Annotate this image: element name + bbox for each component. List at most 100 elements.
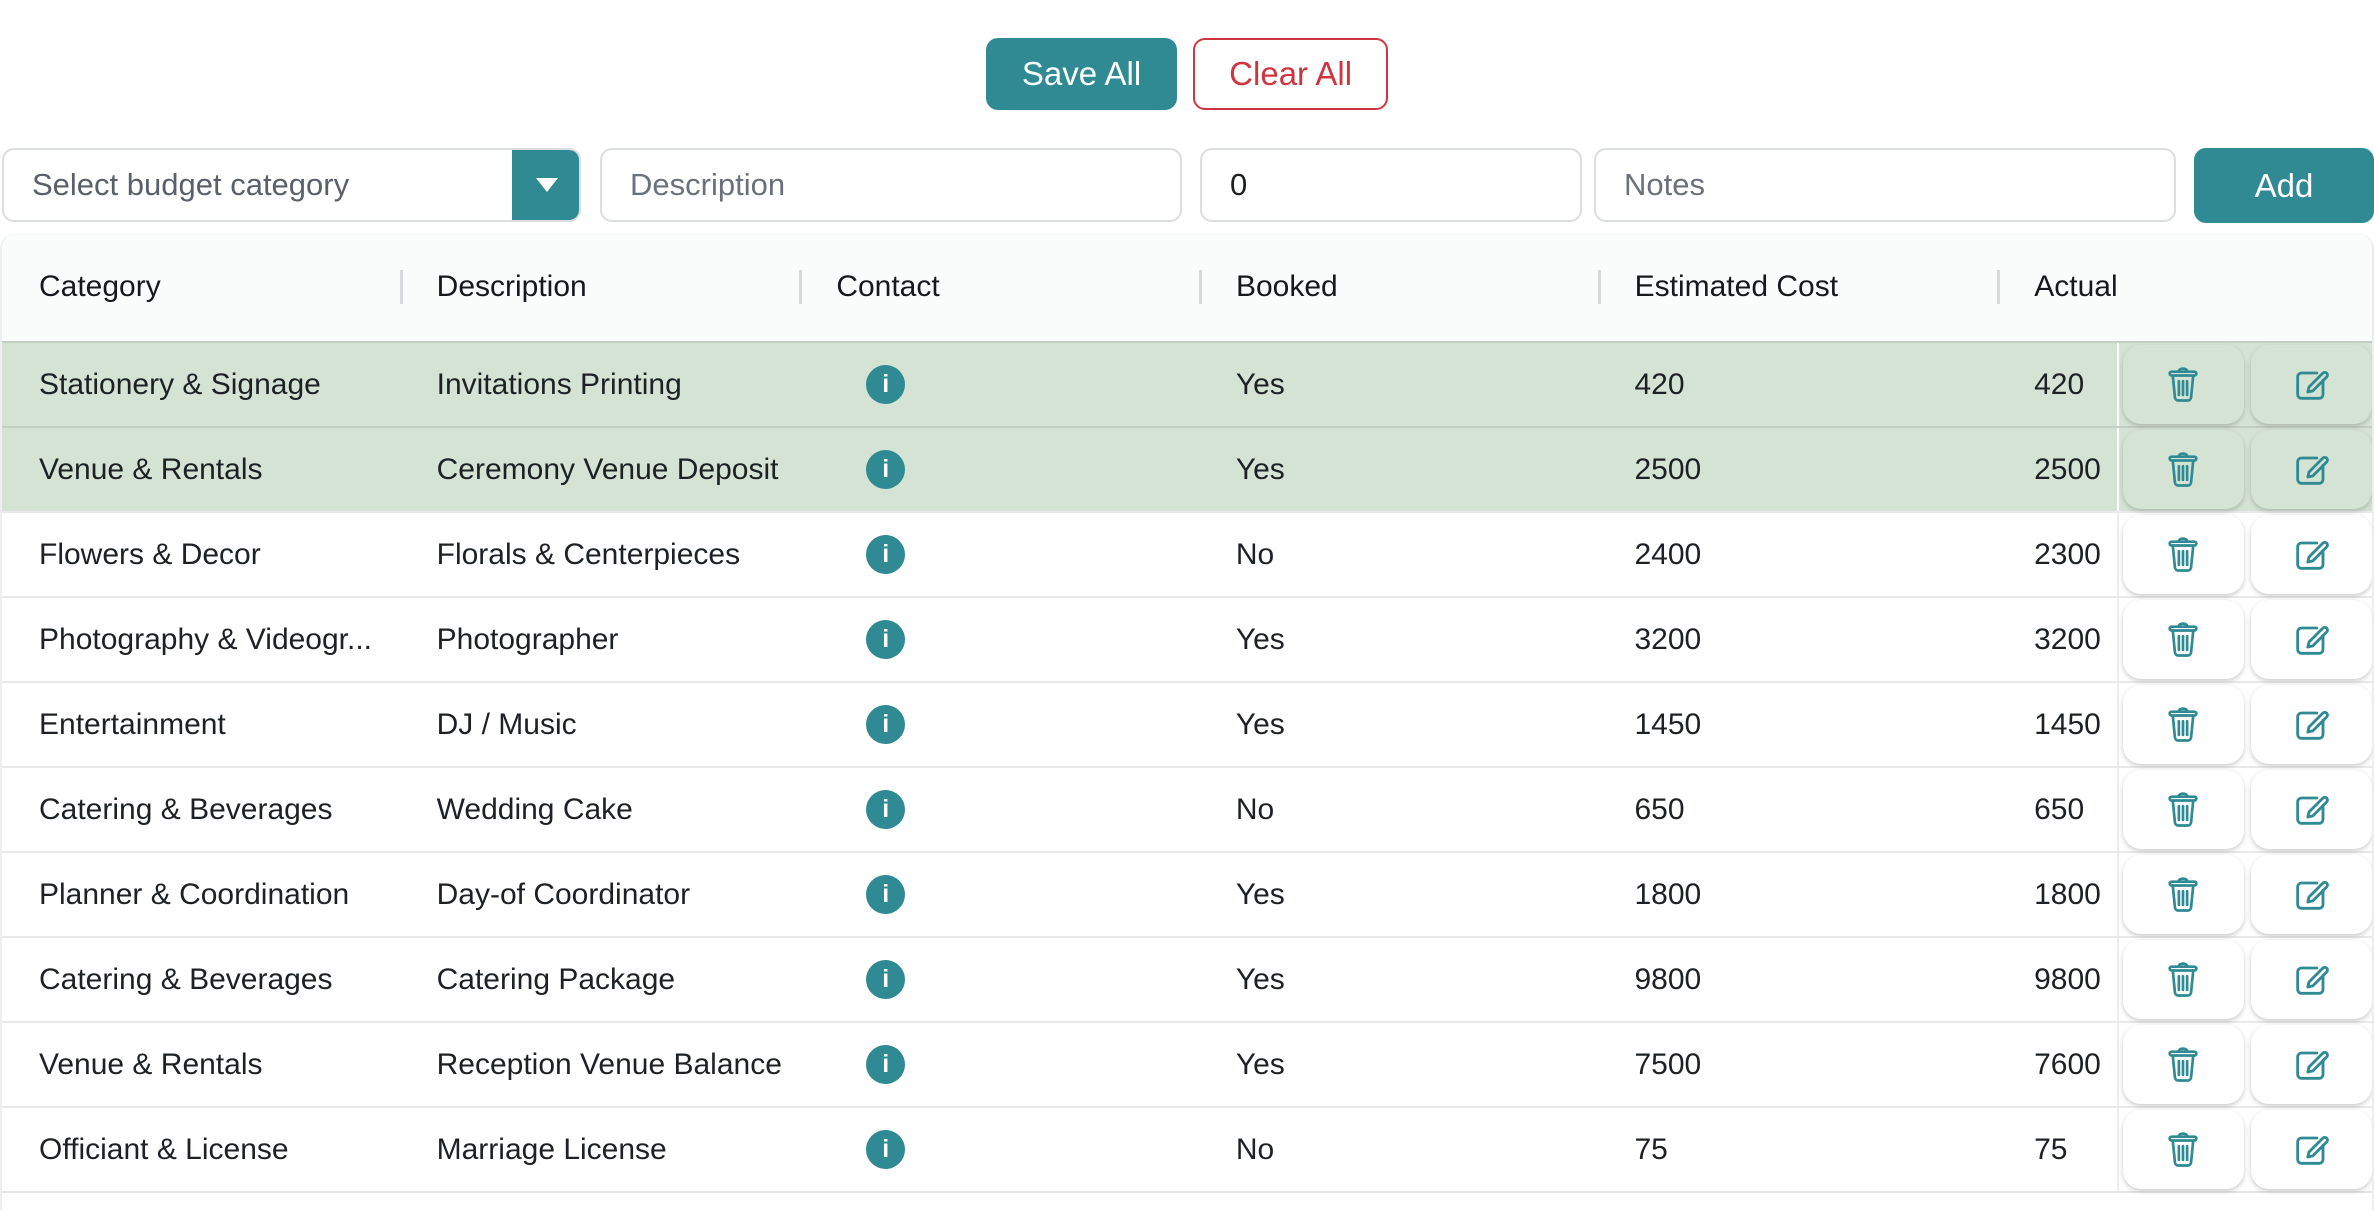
trash-icon <box>2168 621 2199 657</box>
cell-description: Reception Venue Balance <box>436 1047 782 1081</box>
cell-description: DJ / Music <box>436 707 577 741</box>
cell-category: Stationery & Signage <box>39 367 321 401</box>
cell-estimated: 75 <box>1634 1132 1668 1166</box>
cell-estimated: 1800 <box>1634 877 1702 911</box>
contact-info-button[interactable]: i <box>866 1045 906 1084</box>
cell-actions <box>2116 1023 2372 1106</box>
trash-icon <box>2168 536 2199 572</box>
cell-booked: Yes <box>1235 452 1285 486</box>
edit-icon <box>2296 455 2330 485</box>
info-icon: i <box>882 1135 890 1163</box>
table-row-partial <box>2 1191 2372 1210</box>
table-row[interactable]: Catering & Beverages Wedding Cake i No 6… <box>2 766 2372 851</box>
cell-actual: 420 <box>2034 367 2085 401</box>
delete-button[interactable] <box>2122 940 2244 1019</box>
cell-actual: 1800 <box>2034 877 2101 911</box>
cell-actions <box>2116 343 2372 426</box>
edit-button[interactable] <box>2250 515 2372 594</box>
cell-booked: Yes <box>1235 1047 1285 1081</box>
cell-actual: 9800 <box>2034 962 2101 996</box>
cell-contact: i <box>799 853 1199 936</box>
cell-contact: i <box>799 683 1199 766</box>
cell-actions <box>2116 428 2372 511</box>
clear-all-button[interactable]: Clear All <box>1193 38 1389 110</box>
delete-button[interactable] <box>2122 1110 2244 1189</box>
add-button[interactable]: Add <box>2194 148 2374 223</box>
delete-button[interactable] <box>2122 345 2244 424</box>
cell-actions <box>2116 768 2372 851</box>
amount-input[interactable] <box>1200 148 1582 222</box>
info-icon: i <box>882 370 890 398</box>
contact-info-button[interactable]: i <box>866 450 906 489</box>
delete-button[interactable] <box>2122 515 2244 594</box>
contact-info-button[interactable]: i <box>866 960 906 999</box>
delete-button[interactable] <box>2122 685 2244 764</box>
edit-icon <box>2296 625 2330 655</box>
cell-estimated: 7500 <box>1634 1047 1702 1081</box>
contact-info-button[interactable]: i <box>866 535 906 574</box>
notes-input[interactable] <box>1594 148 2176 222</box>
delete-button[interactable] <box>2122 600 2244 679</box>
cell-description: Invitations Printing <box>436 367 682 401</box>
delete-button[interactable] <box>2122 770 2244 849</box>
edit-button[interactable] <box>2250 1110 2372 1189</box>
edit-button[interactable] <box>2250 345 2372 424</box>
edit-button[interactable] <box>2250 855 2372 934</box>
edit-icon <box>2296 965 2330 995</box>
cell-contact: i <box>799 1108 1199 1191</box>
contact-info-button[interactable]: i <box>866 875 906 914</box>
edit-button[interactable] <box>2250 430 2372 509</box>
info-icon: i <box>882 540 890 568</box>
header-actions <box>2117 233 2372 341</box>
edit-icon <box>2296 880 2330 910</box>
contact-info-button[interactable]: i <box>866 790 906 829</box>
cell-actions <box>2116 598 2372 681</box>
edit-button[interactable] <box>2250 600 2372 679</box>
cell-category: Catering & Beverages <box>39 962 333 996</box>
description-input[interactable] <box>600 148 1182 222</box>
table-row[interactable]: Stationery & Signage Invitations Printin… <box>2 341 2372 426</box>
edit-button[interactable] <box>2250 940 2372 1019</box>
table-header-row: Category Description Contact Booked Esti… <box>2 233 2372 341</box>
cell-actions <box>2116 853 2372 936</box>
table-row[interactable]: Photography & Videogr... Photographer i … <box>2 596 2372 681</box>
cell-category: Catering & Beverages <box>39 792 333 826</box>
cell-actions <box>2116 1108 2372 1191</box>
delete-button[interactable] <box>2122 1025 2244 1104</box>
save-all-button[interactable]: Save All <box>985 38 1178 110</box>
cell-description: Catering Package <box>436 962 676 996</box>
table-row[interactable]: Venue & Rentals Reception Venue Balance … <box>2 1021 2372 1106</box>
edit-button[interactable] <box>2250 685 2372 764</box>
delete-button[interactable] <box>2122 855 2244 934</box>
info-icon: i <box>882 710 890 738</box>
table-row[interactable]: Venue & Rentals Ceremony Venue Deposit i… <box>2 426 2372 511</box>
cell-booked: No <box>1235 537 1275 571</box>
table-row[interactable]: Planner & Coordination Day-of Coordinato… <box>2 851 2372 936</box>
cell-description: Marriage License <box>436 1132 667 1166</box>
contact-info-button[interactable]: i <box>866 705 906 744</box>
chevron-down-icon <box>535 178 558 192</box>
add-entry-form: Select budget category Add <box>0 148 2374 223</box>
header-contact: Contact <box>799 233 1199 341</box>
cell-estimated: 9800 <box>1634 962 1702 996</box>
table-body: Stationery & Signage Invitations Printin… <box>2 341 2372 1191</box>
contact-info-button[interactable]: i <box>866 365 906 404</box>
edit-icon <box>2296 370 2330 400</box>
table-row[interactable]: Catering & Beverages Catering Package i … <box>2 936 2372 1021</box>
table-row[interactable]: Entertainment DJ / Music i Yes 1450 1450 <box>2 681 2372 766</box>
budget-category-select[interactable]: Select budget category <box>2 148 581 222</box>
delete-button[interactable] <box>2122 430 2244 509</box>
contact-info-button[interactable]: i <box>866 1130 906 1169</box>
info-icon: i <box>882 1050 890 1078</box>
table-row[interactable]: Officiant & License Marriage License i N… <box>2 1106 2372 1191</box>
cell-description: Day-of Coordinator <box>436 877 691 911</box>
edit-button[interactable] <box>2250 1025 2372 1104</box>
select-dropdown-button[interactable] <box>512 150 579 220</box>
cell-actions <box>2116 683 2372 766</box>
table-row[interactable]: Flowers & Decor Florals & Centerpieces i… <box>2 511 2372 596</box>
edit-button[interactable] <box>2250 770 2372 849</box>
info-icon: i <box>882 965 890 993</box>
cell-estimated: 420 <box>1634 367 1685 401</box>
cell-estimated: 2400 <box>1634 537 1702 571</box>
contact-info-button[interactable]: i <box>866 620 906 659</box>
